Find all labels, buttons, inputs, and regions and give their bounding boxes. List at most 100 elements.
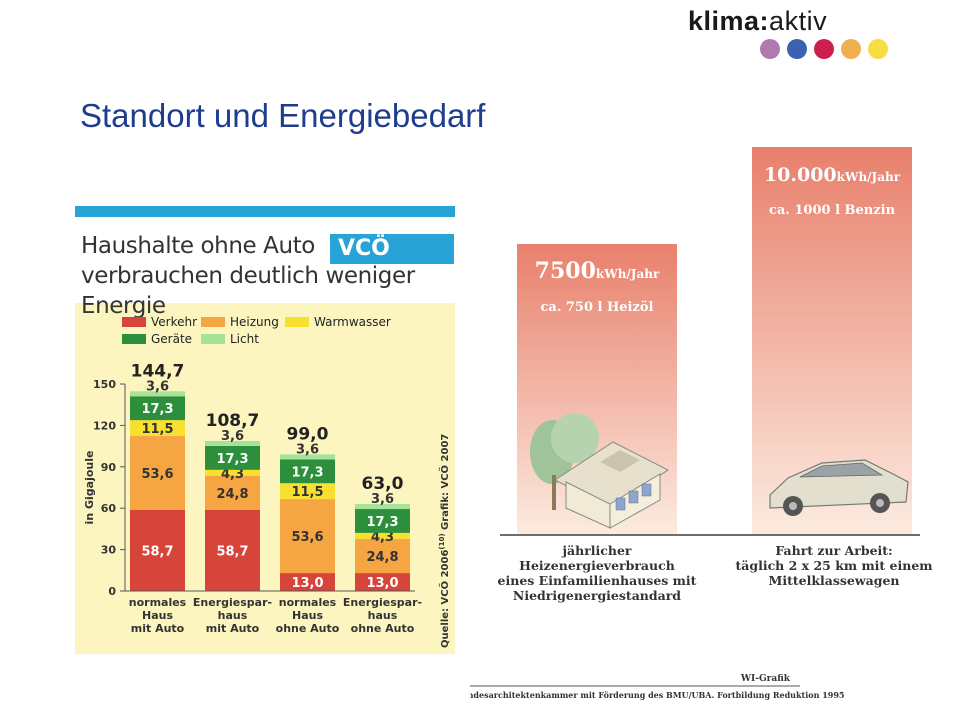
legend-swatch-licht xyxy=(201,334,225,344)
bar-segment-heizung xyxy=(280,499,335,574)
bar-segment-geräte xyxy=(280,459,335,484)
y-tick-label: 150 xyxy=(93,378,116,391)
logo-dot-5 xyxy=(868,39,888,59)
roof-window xyxy=(600,450,640,472)
house-illustration xyxy=(530,413,669,529)
bar-total-label: 63,0 xyxy=(362,474,404,494)
bar-value-label: 13,0 xyxy=(366,576,398,591)
legend-label-heizung: Heizung xyxy=(230,315,279,329)
bar-segment-licht xyxy=(130,391,185,397)
category-label: haus xyxy=(218,609,248,622)
logo-dot-3 xyxy=(814,39,834,59)
legend-label-geräte: Geräte xyxy=(151,332,192,346)
house-window xyxy=(628,490,639,504)
bar-segment-warmwasser xyxy=(130,420,185,437)
bar-segment-warmwasser xyxy=(355,532,410,539)
y-axis-label: in Gigajoule xyxy=(83,451,96,525)
logo-dot-1 xyxy=(760,39,780,59)
infographic-source: Bundesarchitektenkammer mit Förderung de… xyxy=(470,690,844,700)
bar-total-label: 99,0 xyxy=(287,424,329,444)
bar-segment-verkehr xyxy=(205,509,260,591)
category-label: ohne Auto xyxy=(351,622,415,635)
bar-caption-line: eines Einfamilienhauses mit xyxy=(498,573,697,588)
bar-value-label: 24,8 xyxy=(366,550,398,565)
tree-crown-right xyxy=(551,413,599,463)
bar-value-label: 11,5 xyxy=(141,422,173,437)
bar-segment-heizung xyxy=(355,538,410,574)
bar-value-label: 17,3 xyxy=(366,515,398,530)
category-label: normales xyxy=(279,596,337,609)
bar-value-label: 58,7 xyxy=(141,544,173,559)
bar-value-label: 53,6 xyxy=(141,467,173,482)
bar-total-label: 144,7 xyxy=(131,361,185,381)
bar-caption-line: Fahrt zur Arbeit: xyxy=(775,543,892,558)
bar-segment-geräte xyxy=(355,509,410,533)
bar-value-label: 53,6 xyxy=(291,530,323,545)
logo-text-bold: klima xyxy=(688,6,760,36)
bar-value-label: 3,6 xyxy=(296,442,319,457)
bar-value-label: 10.000kWh/Jahr xyxy=(764,164,901,186)
bar-segment-licht xyxy=(355,504,410,510)
bar-segment-heizung xyxy=(205,475,260,510)
bar-caption-line: täglich 2 x 25 km mit einem xyxy=(735,558,932,573)
chart-title-line-1: Haushalte ohne Auto xyxy=(81,233,315,259)
bar-value-label: 3,6 xyxy=(371,492,394,507)
stacked-bar-chart: Verkehr Heizung Warmwasser Geräte Licht 0 30 60… xyxy=(83,315,451,648)
tree-trunk xyxy=(552,475,556,510)
legend-swatch-geräte xyxy=(122,334,146,344)
legend-swatch-heizung xyxy=(201,317,225,327)
chart-title-line-2: verbrauchen deutlich weniger Energie xyxy=(81,263,415,319)
chart-title: Haushalte ohne Auto verbrauchen deutlich… xyxy=(81,231,455,321)
category-label: Energiespar- xyxy=(193,596,272,609)
logo-text-light: aktiv xyxy=(769,6,828,36)
bar-equivalent-label: ca. 750 l Heizöl xyxy=(540,300,653,315)
category-label: mit Auto xyxy=(206,622,260,635)
bar-value-label: 11,5 xyxy=(291,485,323,500)
vco-brand-badge: VCÖ xyxy=(330,234,454,264)
bar-equivalent-label: ca. 1000 l Benzin xyxy=(769,203,896,218)
panel-header: Haushalte ohne Auto verbrauchen deutlich… xyxy=(75,217,455,319)
legend-swatch-warmwasser xyxy=(285,317,309,327)
bar-segment-verkehr xyxy=(280,573,335,591)
bar-value-label: 3,6 xyxy=(221,429,244,444)
category-label: Haus xyxy=(142,609,173,622)
car-windows xyxy=(799,462,884,478)
vco-chart-panel: Haushalte ohne Auto verbrauchen deutlich… xyxy=(75,206,455,654)
bar-segment-heizung xyxy=(130,436,185,510)
category-label: ohne Auto xyxy=(276,622,340,635)
bar-value-label: 24,8 xyxy=(216,487,248,502)
bar-value-label: 17,3 xyxy=(216,452,248,467)
logo-text-separator: : xyxy=(759,6,770,36)
klimaaktiv-logo: klima:aktiv xyxy=(688,6,900,62)
bar-segment-verkehr xyxy=(355,573,410,591)
bar-value-label: 7500kWh/Jahr xyxy=(535,258,660,284)
legend-label-verkehr: Verkehr xyxy=(151,315,197,329)
infographic-credit: WI-Grafik xyxy=(740,674,791,684)
bar-value-label: 4,3 xyxy=(371,530,394,545)
category-label: haus xyxy=(368,609,398,622)
logo-wordmark: klima:aktiv xyxy=(688,6,827,37)
bar-segment-geräte xyxy=(205,445,260,470)
bar-total-label: 108,7 xyxy=(206,411,260,431)
logo-dot-2 xyxy=(787,39,807,59)
bar-caption-line: jährlicher xyxy=(561,543,631,558)
category-label: Energiespar- xyxy=(343,596,422,609)
bar-value-label: 17,3 xyxy=(291,465,323,480)
car-illustration xyxy=(769,459,909,516)
house-window xyxy=(641,483,652,497)
y-tick-label: 60 xyxy=(101,502,117,515)
logo-dots xyxy=(760,39,888,59)
y-tick-label: 30 xyxy=(101,544,117,557)
energy-comparison-infographic: 7500kWh/Jahr ca. 750 l Heizöl jährlicherHe… xyxy=(470,147,933,700)
y-tick-label: 0 xyxy=(108,585,116,598)
legend-label-warmwasser: Warmwasser xyxy=(314,315,391,329)
bar-segment-geräte xyxy=(130,396,185,421)
bar-segment-licht xyxy=(205,440,260,446)
legend-label-licht: Licht xyxy=(230,332,259,346)
category-label: normales xyxy=(129,596,187,609)
bar-caption-line: Heizenergieverbrauch xyxy=(519,558,675,573)
bar-segment-licht xyxy=(280,454,335,460)
bar-value-label: 13,0 xyxy=(291,576,323,591)
category-label: Haus xyxy=(292,609,323,622)
category-label: mit Auto xyxy=(131,622,185,635)
